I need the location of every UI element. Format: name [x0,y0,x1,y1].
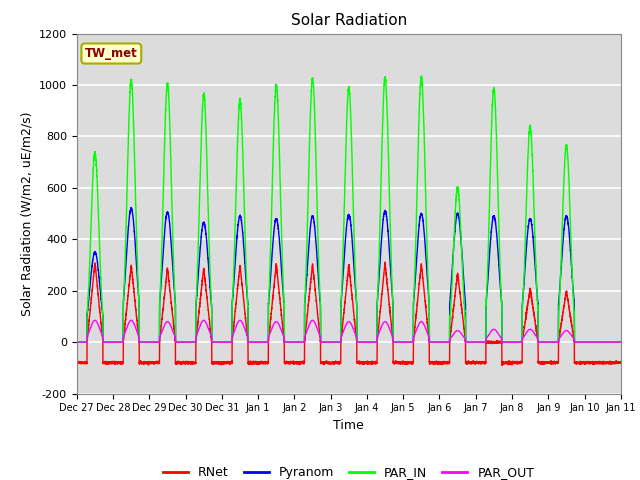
RNet [498,362,506,368]
PAR_IN [617,339,625,345]
Line: PAR_OUT: PAR_OUT [77,320,621,342]
PAR_IN [418,73,426,79]
RNet [617,360,625,365]
Legend: RNet, Pyranom, PAR_IN, PAR_OUT: RNet, Pyranom, PAR_IN, PAR_OUT [158,461,540,480]
Pyranom [127,204,135,210]
RNet [258,360,266,366]
RNet [588,360,595,366]
PAR_OUT [258,339,266,345]
PAR_OUT [330,339,338,345]
PAR_OUT [617,339,625,345]
Line: RNet: RNet [77,262,621,365]
PAR_IN [470,339,478,345]
X-axis label: Time: Time [333,419,364,432]
PAR_IN [588,339,595,345]
PAR_IN [594,339,602,345]
Title: Solar Radiation: Solar Radiation [291,13,407,28]
PAR_IN [486,185,493,191]
RNet [486,339,493,345]
Pyranom [330,339,338,345]
Pyranom [588,339,595,345]
PAR_OUT [588,339,595,345]
PAR_IN [330,339,338,345]
RNet [470,360,478,365]
Line: PAR_IN: PAR_IN [77,76,621,342]
Pyranom [470,339,478,345]
Pyranom [258,339,266,345]
Y-axis label: Solar Radiation (W/m2, uE/m2/s): Solar Radiation (W/m2, uE/m2/s) [20,111,33,316]
PAR_IN [258,339,266,345]
PAR_OUT [73,339,81,345]
RNet [594,360,602,366]
RNet [381,259,389,265]
Pyranom [594,339,602,345]
Pyranom [73,339,81,345]
Pyranom [617,339,625,345]
RNet [330,359,338,365]
Text: TW_met: TW_met [85,47,138,60]
PAR_OUT [91,317,99,323]
PAR_OUT [486,330,493,336]
Pyranom [486,248,493,253]
PAR_IN [73,339,81,345]
PAR_OUT [470,339,478,345]
Line: Pyranom: Pyranom [77,207,621,342]
RNet [73,360,81,365]
PAR_OUT [594,339,602,345]
